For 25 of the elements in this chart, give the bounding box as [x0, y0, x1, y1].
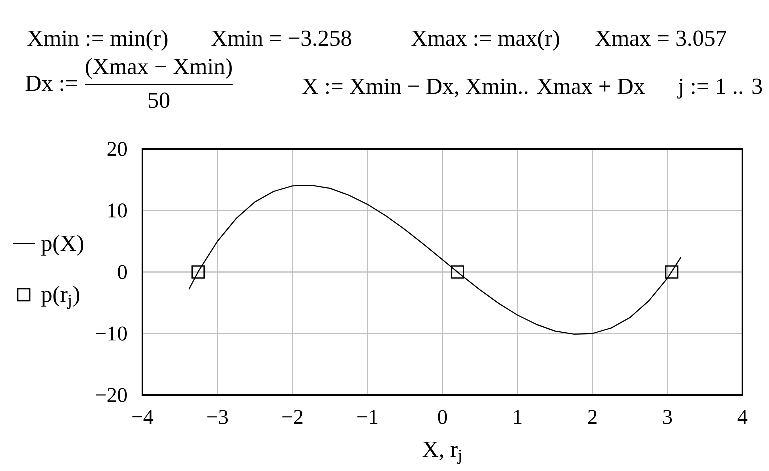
x-tick-label: −1	[358, 410, 378, 424]
text: Xmin = −3.258	[212, 30, 352, 46]
x-tick-label: 0	[438, 410, 448, 424]
x-tick-label: −4	[132, 410, 154, 424]
legend-label: p(X)	[42, 235, 84, 256]
x-tick-label: 3	[663, 410, 672, 424]
x-tick-label: −3	[208, 410, 228, 424]
y-tick-label: −10	[96, 326, 128, 341]
x-tick-label: 4	[738, 410, 748, 424]
text: Xmax = 3.057	[596, 30, 726, 46]
line-series	[188, 184, 682, 335]
y-tick-label: 20	[108, 142, 128, 156]
x-axis-title: X, r$_{j}$	[422, 442, 462, 464]
y-tick-label: 0	[118, 265, 128, 280]
text: Xmin := min(r)	[28, 30, 168, 51]
x-tick-label: −2	[282, 410, 303, 424]
text: $\text{Dx :=}\ \frac{\text{(Xmax − Xmin)}}{\text{50}}$	[26, 58, 233, 108]
x-tick-label: 1	[514, 410, 522, 424]
text: X := Xmin − Dx, Xmin.. Xmax + Dx	[302, 78, 645, 98]
text: Xmax := max(r)	[412, 30, 560, 51]
legend-label: p(r$_{j}$)	[42, 286, 80, 310]
y-tick-label: −20	[96, 388, 128, 402]
y-tick-label: 10	[108, 204, 128, 218]
text: j := 1 .. 3	[678, 78, 762, 99]
x-tick-label: 2	[588, 410, 597, 424]
